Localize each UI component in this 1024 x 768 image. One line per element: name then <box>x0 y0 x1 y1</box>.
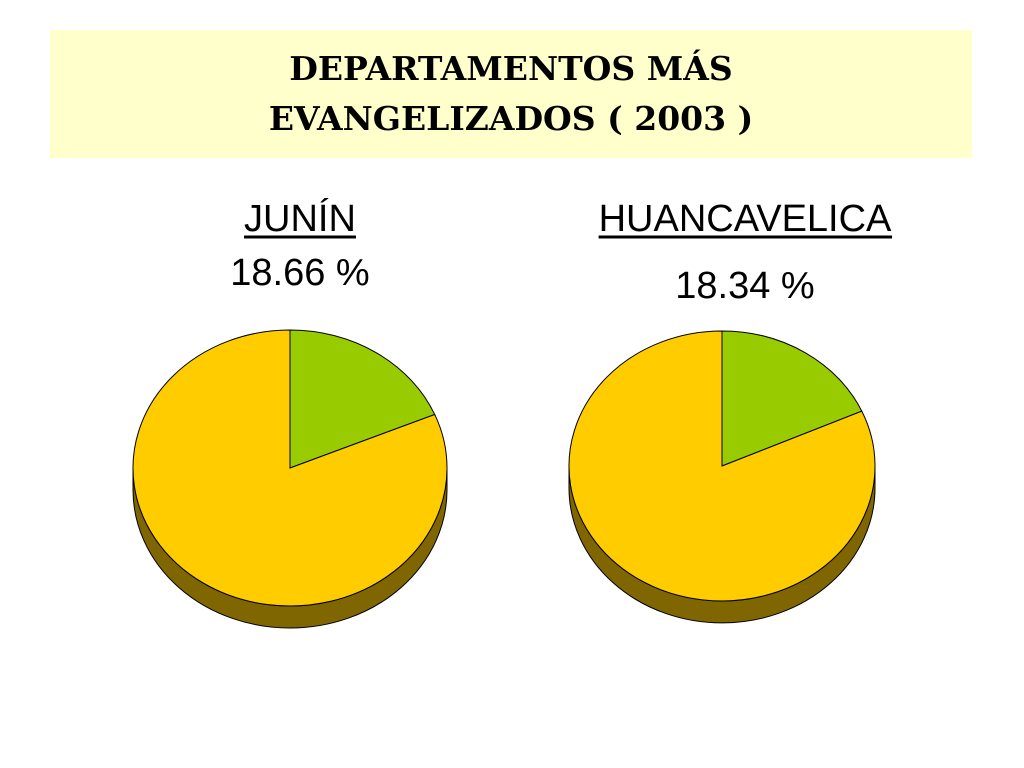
pie-slice <box>568 330 876 602</box>
title-box: DEPARTAMENTOS MÁS EVANGELIZADOS ( 2003 ) <box>50 30 972 158</box>
slide-title: DEPARTAMENTOS MÁS EVANGELIZADOS ( 2003 ) <box>268 49 754 138</box>
value-label: 18.66 % <box>230 252 369 294</box>
pie-slice <box>721 330 863 467</box>
pie-slice <box>289 329 436 469</box>
value-label: 18.34 % <box>675 265 814 307</box>
pie-title: JUNÍN <box>244 197 356 240</box>
pie-title: HUANCAVELICA <box>599 198 892 240</box>
pie-slice <box>132 329 448 607</box>
